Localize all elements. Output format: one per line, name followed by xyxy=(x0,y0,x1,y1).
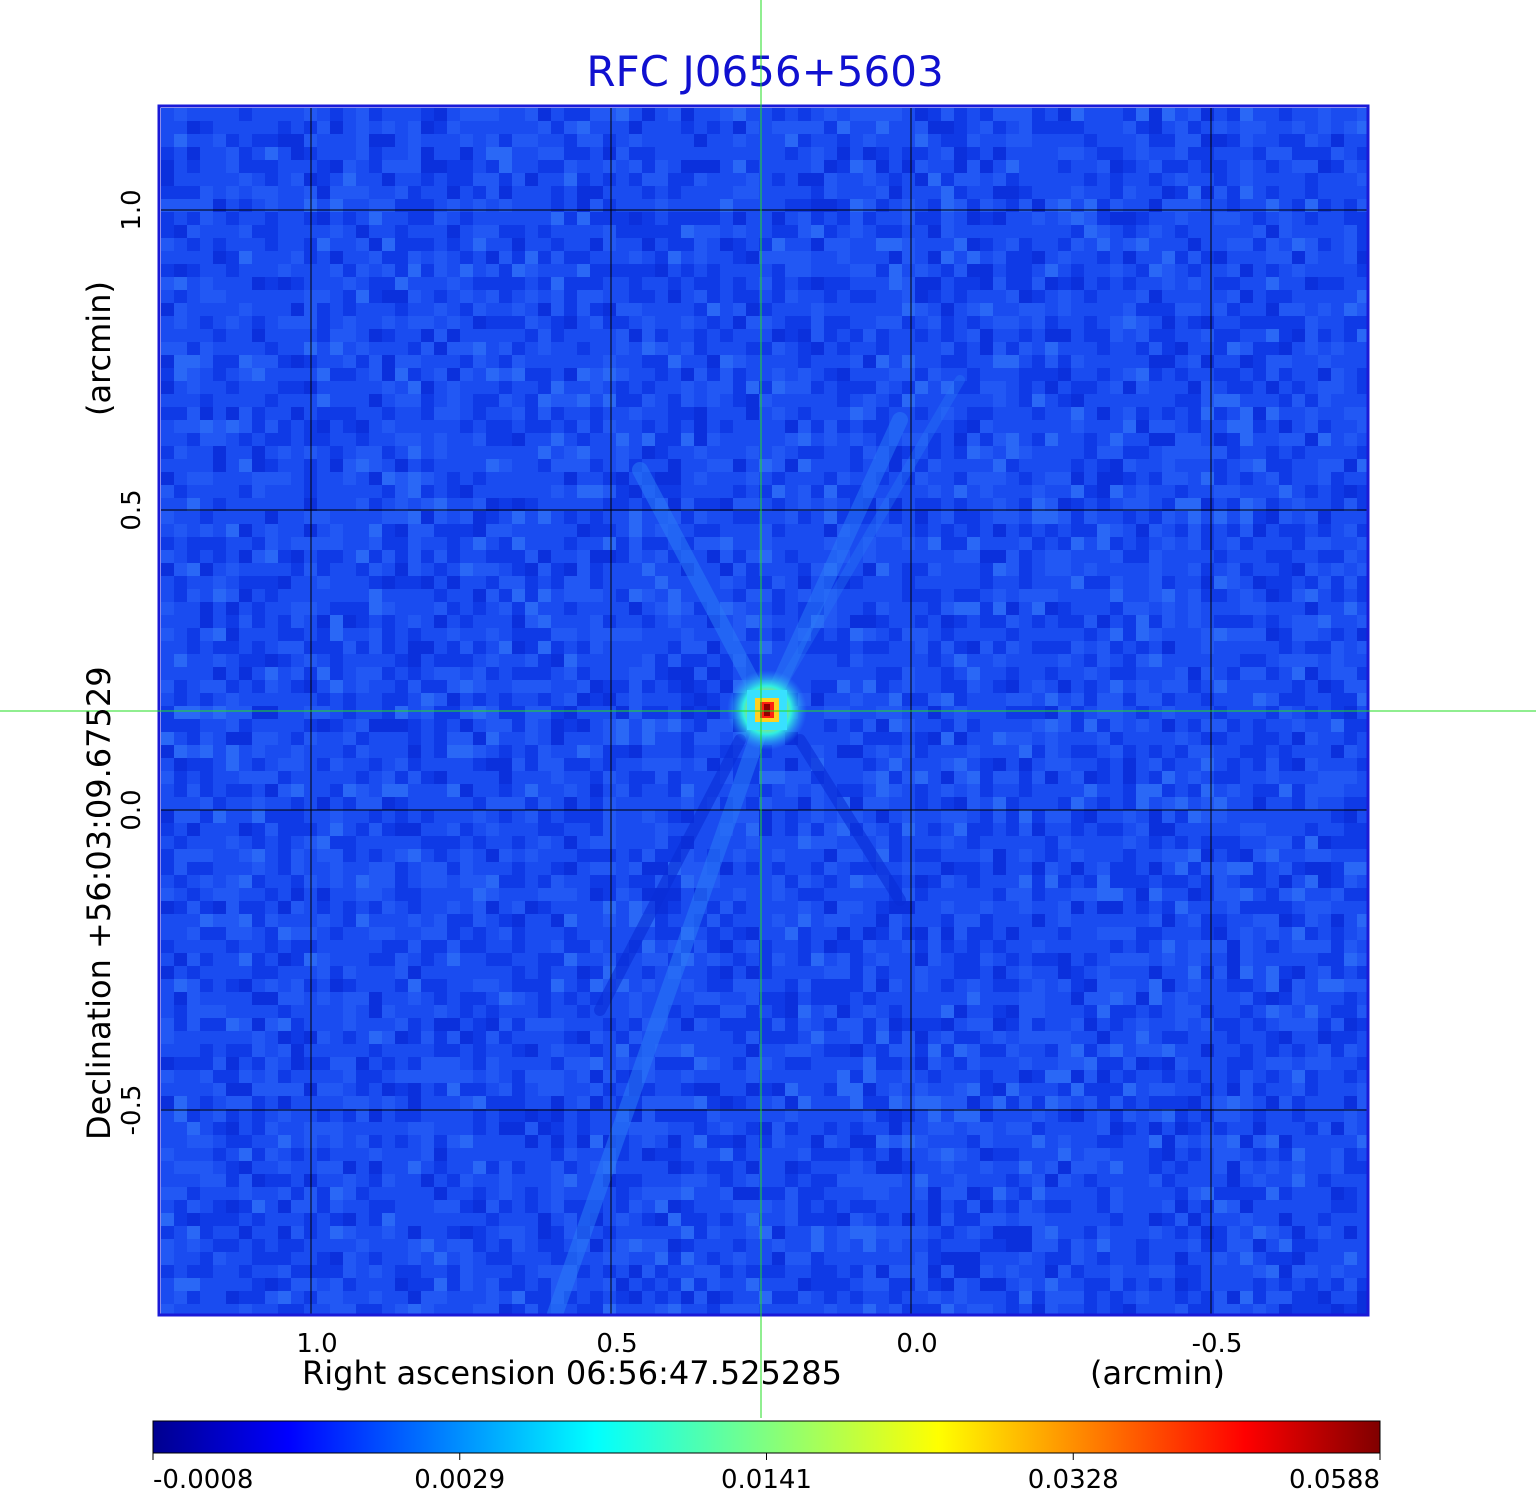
colorbar-gradient xyxy=(152,1420,1381,1454)
colorbar-tick-label: 0.0328 xyxy=(1028,1465,1119,1495)
x-tick-label: 1.0 xyxy=(296,1329,337,1359)
colorbar-tick-label: 0.0029 xyxy=(414,1465,505,1495)
colorbar-tick-label: 0.0141 xyxy=(721,1465,812,1495)
colorbar-ticks: -0.0008 0.0029 0.0141 0.0328 0.0588 xyxy=(152,1453,1381,1495)
colorbar-tick-label: 0.0588 xyxy=(1289,1465,1380,1495)
colorbar-tick-label: -0.0008 xyxy=(153,1465,253,1495)
x-axis-unit: (arcmin) xyxy=(1090,1354,1225,1392)
x-tick-label: 0.0 xyxy=(896,1329,937,1359)
y-tick-label: -0.5 xyxy=(117,1085,147,1136)
crosshair xyxy=(0,0,1536,1418)
y-tick-label: 0.0 xyxy=(117,789,147,830)
y-axis-unit: (arcmin) xyxy=(80,281,118,416)
image-area xyxy=(161,108,1367,1314)
chart-title: RFC J0656+5603 xyxy=(586,47,944,96)
y-tick-label: 0.5 xyxy=(117,489,147,530)
y-tick-label: 1.0 xyxy=(117,189,147,230)
y-axis-label: Declination +56:03:09.67529 xyxy=(80,666,118,1140)
y-tick-labels: 1.0 0.5 0.0 -0.5 xyxy=(117,189,147,1135)
x-tick-label: -0.5 xyxy=(1192,1329,1243,1359)
x-tick-label: 0.5 xyxy=(596,1329,637,1359)
colorbar: -0.0008 0.0029 0.0141 0.0328 0.0588 xyxy=(152,1420,1381,1495)
x-tick-labels: 1.0 0.5 0.0 -0.5 xyxy=(296,1329,1242,1359)
x-axis-label: Right ascension 06:56:47.525285 xyxy=(302,1354,842,1392)
source-peak xyxy=(727,670,807,750)
noise-pixels xyxy=(161,108,1367,1314)
